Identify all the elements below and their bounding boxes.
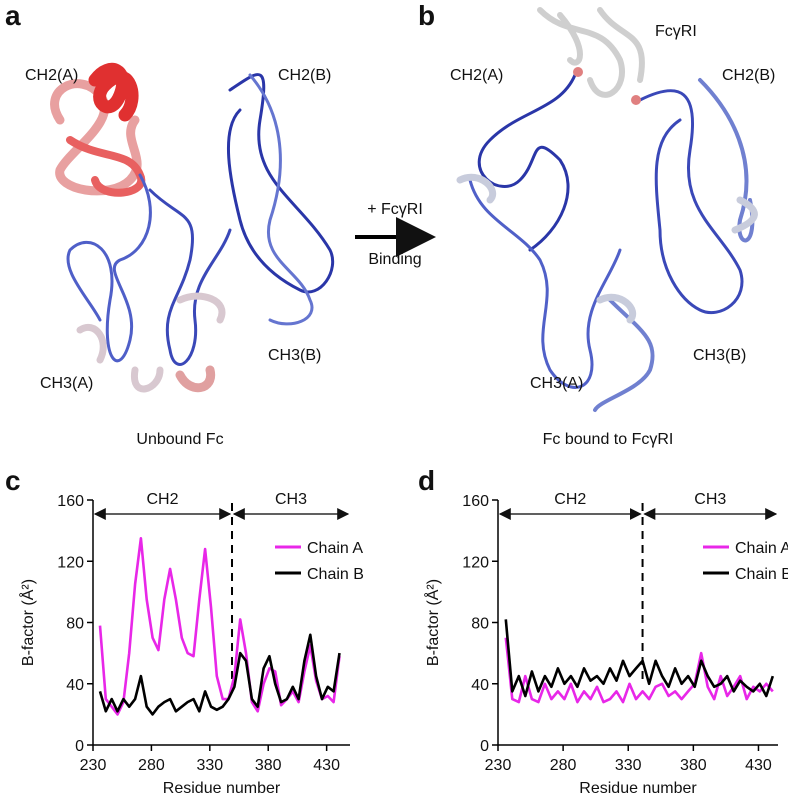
legend-label: Chain A [735,540,788,557]
panel-label: a [5,0,21,31]
y-tick-label: 80 [471,616,489,633]
x-axis-label: Residue number [579,780,697,797]
region-label: CH3 [694,491,726,508]
y-axis-label: B-factor (Å²) [18,579,37,666]
domain-label: CH3(B) [693,347,746,364]
series-line [504,637,774,704]
caption: Fc bound to FcγRI [543,431,674,448]
y-tick-label: 40 [471,677,489,694]
region-label: CH3 [275,491,307,508]
x-tick-label: 430 [745,757,772,774]
y-tick-label: 120 [462,554,489,571]
receptor-label: FcγRI [655,23,697,40]
series-line [98,537,341,716]
y-tick-label: 120 [57,554,84,571]
y-tick-label: 0 [75,738,84,755]
y-tick-label: 80 [66,616,84,633]
domain-label: CH3(A) [40,375,93,392]
arrow-label: + FcγRI [367,201,423,218]
x-tick-label: 230 [80,757,107,774]
panel-label: c [5,465,21,496]
domain-label: CH2(A) [25,67,78,84]
domain-label: CH3(B) [268,347,321,364]
legend-label: Chain A [307,540,363,557]
x-tick-label: 430 [313,757,340,774]
y-axis-label: B-factor (Å²) [423,579,442,666]
structure-bound [456,7,758,412]
legend-label: Chain B [735,566,788,583]
region-label: CH2 [554,491,586,508]
domain-label: CH3(A) [530,375,583,392]
y-tick-label: 40 [66,677,84,694]
x-tick-label: 330 [196,757,223,774]
y-tick-label: 160 [462,493,489,510]
structure-unbound [50,62,335,393]
panel-label: d [418,465,435,496]
arrow-label: Binding [368,251,421,268]
domain-label: CH2(A) [450,67,503,84]
legend-label: Chain B [307,566,364,583]
x-axis-label: Residue number [163,780,281,797]
x-tick-label: 380 [255,757,282,774]
x-tick-label: 280 [550,757,577,774]
y-tick-label: 160 [57,493,84,510]
domain-label: CH2(B) [278,67,331,84]
x-tick-label: 330 [615,757,642,774]
domain-label: CH2(B) [722,67,775,84]
panel-label: b [418,0,435,31]
caption: Unbound Fc [136,431,223,448]
series-line [504,619,775,698]
x-tick-label: 230 [485,757,512,774]
y-tick-label: 0 [480,738,489,755]
series-line [98,633,341,716]
x-tick-label: 280 [138,757,165,774]
region-label: CH2 [146,491,178,508]
x-tick-label: 380 [680,757,707,774]
